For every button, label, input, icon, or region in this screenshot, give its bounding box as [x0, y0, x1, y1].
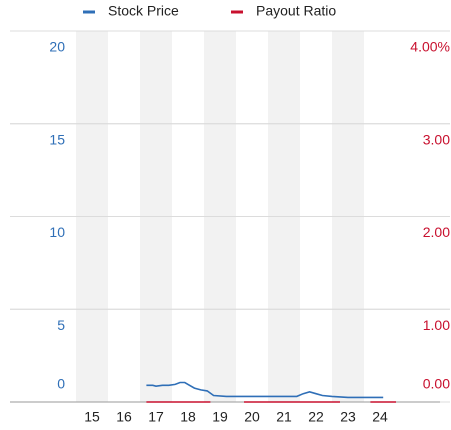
series-line: [146, 381, 384, 399]
y2-tick-label: 2.00: [423, 224, 450, 240]
y2-tick-label: 3.00: [423, 131, 450, 147]
x-tick-label: 23: [340, 409, 356, 425]
y-tick-label: 5: [57, 317, 65, 333]
legend-label: Stock Price: [108, 3, 179, 19]
x-tick-label: 19: [212, 409, 228, 425]
x-tick-label: 21: [276, 409, 292, 425]
y2-tick-label: 1.00: [423, 317, 450, 333]
legend-label: Payout Ratio: [256, 3, 336, 19]
y-tick-label: 10: [49, 224, 65, 240]
x-tick-label: 20: [244, 409, 260, 425]
y2-tick-label: 4.00%: [410, 39, 450, 55]
y-tick-label: 0: [57, 376, 65, 392]
x-tick-label: 16: [116, 409, 132, 425]
legend: Stock Price Payout Ratio: [83, 3, 336, 19]
y2-tick-label: 0.00: [423, 376, 450, 392]
x-tick-label: 22: [308, 409, 324, 425]
y-tick-label: 20: [49, 39, 65, 55]
x-tick-label: 15: [84, 409, 100, 425]
x-tick-label: 17: [148, 409, 164, 425]
x-tick-label: 18: [180, 409, 196, 425]
x-tick-label: 24: [372, 409, 388, 425]
y-tick-label: 15: [49, 131, 65, 147]
